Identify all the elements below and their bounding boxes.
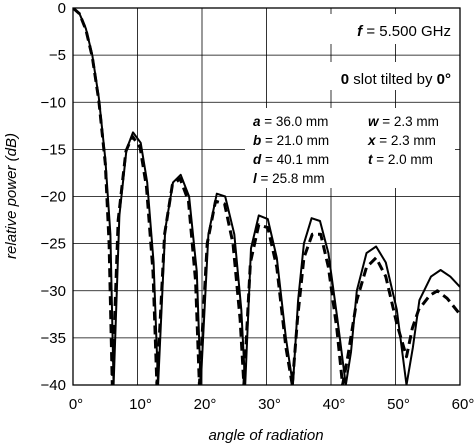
- x-tick-label: 20°: [194, 396, 217, 413]
- slot-box: [305, 62, 455, 90]
- y-tick-label: −30: [41, 283, 66, 300]
- param-a: a = 36.0 mm: [253, 114, 328, 129]
- chart-series: [73, 8, 460, 385]
- chart-grid: [73, 8, 460, 385]
- param-t: t = 2.0 mm: [368, 152, 433, 167]
- x-tick-labels: 0° 10° 20° 30° 40° 50° 60°: [69, 396, 474, 413]
- series-dashed-line: [73, 8, 460, 385]
- slot-label: 0 slot tilted by 0°: [341, 71, 451, 88]
- param-b: b = 21.0 mm: [253, 133, 329, 148]
- params-box: [245, 108, 455, 188]
- y-tick-label: −15: [41, 141, 66, 158]
- x-axis-label: angle of radiation: [208, 427, 323, 444]
- x-tick-label: 60°: [452, 396, 474, 413]
- y-tick-label: −40: [41, 377, 66, 394]
- frequency-label: f = 5.500 GHz: [357, 23, 451, 40]
- y-axis-label: relative power (dB): [3, 133, 20, 259]
- y-tick-label: −10: [41, 94, 66, 111]
- param-d: d = 40.1 mm: [253, 152, 329, 167]
- x-tick-label: 40°: [323, 396, 346, 413]
- param-l: l = 25.8 mm: [253, 171, 325, 186]
- x-tick-label: 10°: [129, 396, 152, 413]
- y-tick-label: 0: [58, 0, 66, 17]
- y-tick-labels: 0 −5 −10 −15 −20 −25 −30 −35 −40: [41, 0, 66, 394]
- x-tick-label: 30°: [258, 396, 281, 413]
- y-tick-label: −5: [49, 47, 66, 64]
- y-tick-label: −35: [41, 330, 66, 347]
- y-tick-label: −20: [41, 189, 66, 206]
- y-tick-label: −25: [41, 236, 66, 253]
- x-tick-label: 0°: [69, 396, 83, 413]
- param-x: x = 2.3 mm: [367, 133, 436, 148]
- param-w: w = 2.3 mm: [368, 114, 439, 129]
- x-tick-label: 50°: [387, 396, 410, 413]
- frequency-box: [325, 14, 455, 44]
- plot-frame: [72, 7, 461, 386]
